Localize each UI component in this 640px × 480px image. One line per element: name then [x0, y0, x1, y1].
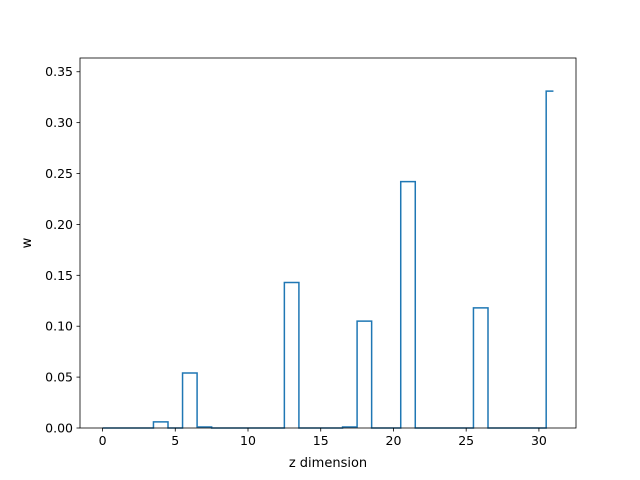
plot-area	[80, 58, 576, 428]
y-axis-label: w	[20, 237, 35, 248]
x-axis-label: z dimension	[289, 456, 367, 471]
x-axis: 0 5 10 15 20 25 30	[99, 428, 547, 448]
x-tick-label: 15	[313, 433, 329, 448]
axes-spines	[79, 57, 577, 429]
y-axis: 0.00 0.05 0.10 0.15 0.20 0.25 0.30 0.35	[45, 64, 80, 436]
y-tick-label: 0.25	[45, 166, 73, 181]
x-tick-label: 5	[171, 433, 179, 448]
x-tick-label: 25	[458, 433, 474, 448]
y-tick-label: 0.00	[45, 421, 73, 436]
y-tick-label: 0.20	[45, 217, 73, 232]
y-tick-label: 0.15	[45, 268, 73, 283]
y-tick-label: 0.30	[45, 115, 73, 130]
y-tick-label: 0.10	[45, 319, 73, 334]
x-tick-label: 30	[531, 433, 547, 448]
x-tick-label: 0	[99, 433, 107, 448]
y-tick-label: 0.35	[45, 64, 73, 79]
x-tick-label: 20	[386, 433, 402, 448]
x-tick-label: 10	[240, 433, 256, 448]
y-tick-label: 0.05	[45, 370, 73, 385]
axes-frame	[79, 57, 577, 429]
